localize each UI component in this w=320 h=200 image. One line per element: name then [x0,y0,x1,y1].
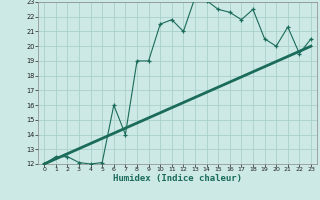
X-axis label: Humidex (Indice chaleur): Humidex (Indice chaleur) [113,174,242,183]
